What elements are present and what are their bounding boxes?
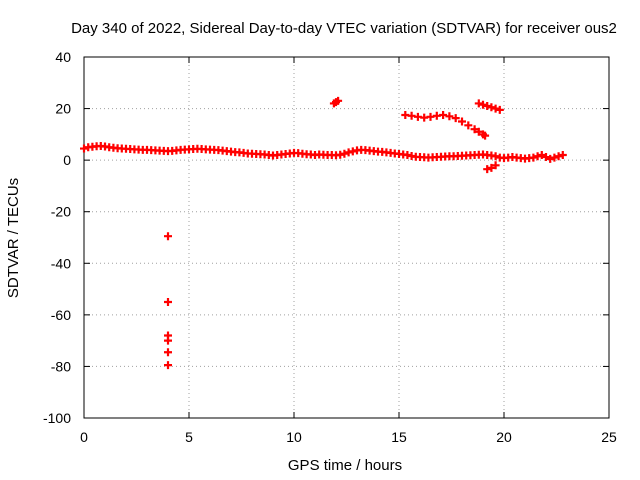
data-point xyxy=(474,127,483,136)
data-point xyxy=(537,150,546,159)
data-point xyxy=(491,161,500,170)
y-axis-ticks: -100 -80 -60 -40 -20 0 20 40 xyxy=(43,49,609,426)
data-point xyxy=(164,232,172,241)
y-tick-label: 20 xyxy=(55,101,71,117)
data-point xyxy=(487,163,496,172)
data-point xyxy=(164,348,172,357)
data-point xyxy=(164,297,172,306)
data-point xyxy=(164,336,172,345)
x-tick-label: 20 xyxy=(496,429,512,445)
data-point xyxy=(487,103,496,112)
y-tick-label: -100 xyxy=(43,410,71,426)
x-tick-label: 5 xyxy=(185,429,193,445)
data-point xyxy=(533,152,542,161)
data-point xyxy=(164,361,172,370)
data-point xyxy=(491,104,500,113)
data-point xyxy=(340,149,349,158)
y-tick-label: -20 xyxy=(51,204,71,220)
y-axis-title: SDTVAR / TECUs xyxy=(5,178,22,298)
data-point xyxy=(550,153,559,162)
series-main-band xyxy=(80,141,567,163)
y-tick-label: 40 xyxy=(55,49,71,65)
data-points xyxy=(80,96,567,370)
data-point xyxy=(334,96,343,105)
data-point xyxy=(481,131,490,140)
plot-frame xyxy=(83,56,610,419)
x-axis-title: GPS time / hours xyxy=(288,457,402,474)
plot-border xyxy=(83,56,610,419)
data-point xyxy=(464,121,473,130)
data-point xyxy=(474,99,483,108)
x-axis-ticks: 0 5 10 15 20 25 xyxy=(80,57,617,445)
y-tick-label: -60 xyxy=(51,307,71,323)
data-point xyxy=(451,114,460,123)
x-tick-label: 0 xyxy=(80,429,88,445)
data-point xyxy=(80,144,88,153)
data-point xyxy=(483,101,492,110)
series-upper-arc xyxy=(401,111,490,140)
data-point xyxy=(483,165,492,174)
series-isolated-12h xyxy=(329,96,343,108)
data-point xyxy=(439,111,448,120)
data-point xyxy=(529,153,538,162)
x-tick-label: 15 xyxy=(391,429,407,445)
data-point xyxy=(458,117,466,126)
y-tick-label: 0 xyxy=(63,152,71,168)
data-point xyxy=(495,105,504,114)
data-point xyxy=(546,154,555,163)
grid-lines xyxy=(84,57,609,418)
data-point xyxy=(479,100,487,109)
data-point xyxy=(470,125,479,134)
data-point xyxy=(491,152,500,161)
series-upper-right-cluster xyxy=(474,99,504,114)
x-tick-label: 10 xyxy=(286,429,302,445)
chart-title: Day 340 of 2022, Sidereal Day-to-day VTE… xyxy=(71,20,617,37)
data-point xyxy=(445,112,454,121)
data-point xyxy=(554,152,563,161)
series-low-19h xyxy=(483,161,500,174)
data-point xyxy=(542,153,550,162)
data-point xyxy=(558,150,567,159)
y-tick-label: -40 xyxy=(51,255,71,271)
x-tick-label: 25 xyxy=(601,429,617,445)
series-outliers-4h xyxy=(164,232,172,370)
y-tick-label: -80 xyxy=(51,358,71,374)
